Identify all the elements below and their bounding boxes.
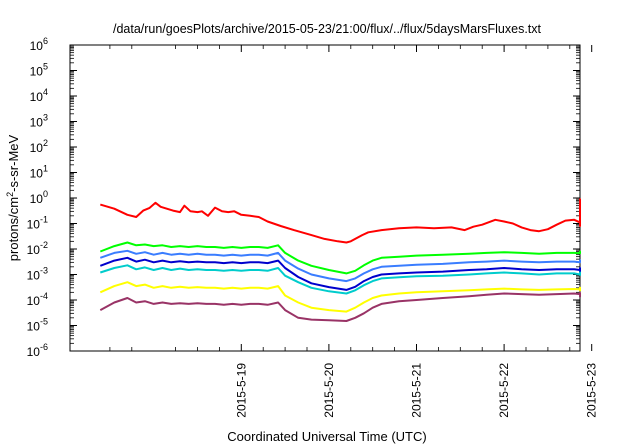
y-axis: 10-610-510-410-310-210-11001011021031041… (27, 36, 580, 359)
y-tick-exponent: 3 (43, 113, 48, 123)
y-tick-label: 105 (30, 62, 48, 79)
y-tick-base: 10 (30, 90, 44, 104)
y-tick-label: 100 (30, 189, 48, 206)
y-tick-base: 10 (27, 320, 41, 334)
y-tick-label: 10-1 (27, 215, 48, 232)
x-tick-label: 2015-5-19 (234, 363, 248, 418)
plot-frame (69, 44, 581, 352)
y-tick-label: 101 (30, 164, 48, 181)
y-tick-exponent: 5 (43, 62, 48, 72)
y-tick-label: 10-5 (27, 317, 48, 334)
y-tick-label: 104 (30, 87, 48, 104)
series-layer (99, 198, 581, 322)
series-line-5 (99, 281, 581, 313)
x-axis-title: Coordinated Universal Time (UTC) (227, 429, 426, 444)
y-tick-exponent: 0 (43, 189, 48, 199)
y-tick-base: 10 (30, 65, 44, 79)
y-tick-label: 10-6 (27, 342, 48, 359)
x-tick-label: 2015-5-23 (585, 363, 599, 418)
y-tick-base: 10 (27, 218, 41, 232)
y-tick-label: 102 (30, 138, 48, 155)
y-tick-base: 10 (27, 345, 41, 359)
y-tick-exponent: -4 (40, 291, 48, 301)
y-tick-exponent: -5 (40, 317, 48, 327)
x-tick-label: 2015-5-22 (497, 363, 511, 418)
series-line-2 (99, 249, 581, 283)
y-tick-label: 106 (30, 36, 48, 53)
y-tick-label: 10-4 (27, 291, 48, 308)
series-line-0 (100, 198, 581, 244)
series-line-4 (99, 264, 581, 295)
y-tick-base: 10 (27, 294, 41, 308)
y-axis-title: protons/cm2-s-sr-MeV (5, 134, 21, 261)
series-line-3 (99, 256, 581, 291)
y-tick-exponent: -1 (40, 215, 48, 225)
y-tick-base: 10 (30, 141, 44, 155)
y-tick-base: 10 (30, 39, 44, 53)
x-tick-label: 2015-5-21 (410, 363, 424, 418)
y-tick-exponent: 4 (43, 87, 48, 97)
y-tick-exponent: 2 (43, 138, 48, 148)
series-line-6 (99, 291, 581, 322)
y-tick-base: 10 (30, 116, 44, 130)
x-tick-label: 2015-5-20 (322, 363, 336, 418)
y-axis-title-part1: protons/cm (6, 197, 21, 261)
y-tick-exponent: -6 (40, 342, 48, 352)
y-tick-base: 10 (27, 269, 41, 283)
y-tick-exponent: 1 (43, 164, 48, 174)
y-tick-base: 10 (30, 192, 44, 206)
y-tick-exponent: 6 (43, 36, 48, 46)
y-axis-title-superscript: 2 (5, 192, 15, 197)
y-tick-exponent: -3 (40, 266, 48, 276)
x-axis: 2015-5-19 2015-5-20 2015-5-21 2015-5-22 2015… (109, 45, 599, 418)
chart-title: /data/run/goesPlots/archive/2015-05-23/2… (113, 22, 542, 36)
y-tick-label: 103 (30, 113, 48, 130)
y-tick-base: 10 (27, 243, 41, 257)
series-line-1 (99, 241, 581, 275)
y-tick-label: 10-3 (27, 266, 48, 283)
y-axis-title-part2: -s-sr-MeV (6, 134, 21, 191)
y-tick-base: 10 (30, 167, 44, 181)
y-tick-label: 10-2 (27, 240, 48, 257)
y-tick-exponent: -2 (40, 240, 48, 250)
